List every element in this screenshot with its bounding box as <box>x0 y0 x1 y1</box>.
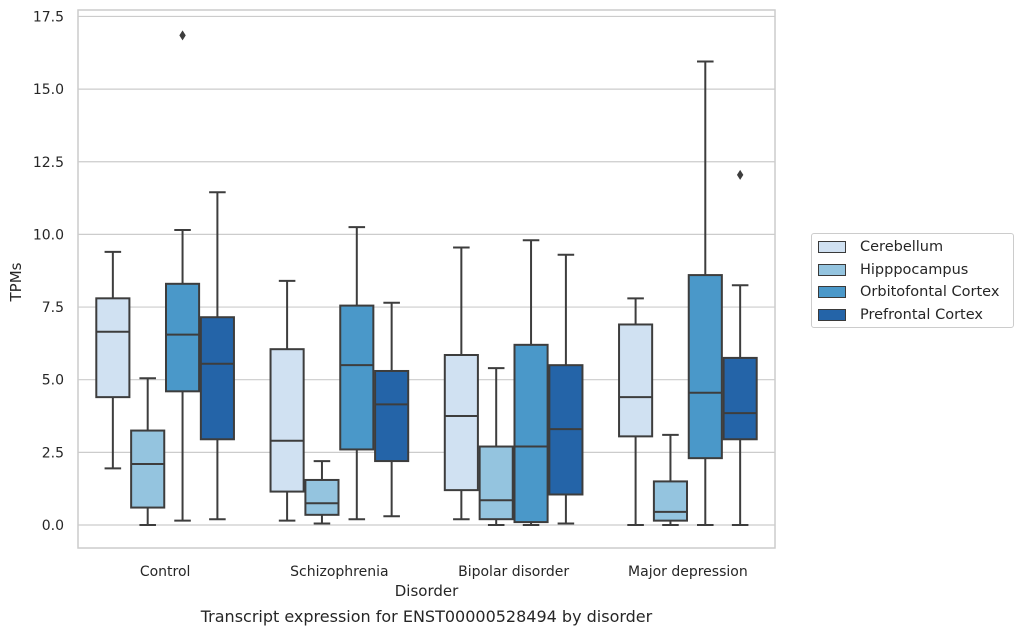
box <box>722 356 758 441</box>
box <box>618 323 654 438</box>
legend-swatch <box>818 241 846 253</box>
box <box>304 478 340 516</box>
x-tick-label: Major depression <box>628 564 748 580</box>
box <box>374 369 410 463</box>
y-tick-label: 10.0 <box>33 227 64 243</box>
plot-area <box>77 9 776 549</box>
box <box>443 353 479 492</box>
y-tick-label: 5.0 <box>42 373 64 389</box>
y-axis-label: TPMs <box>7 262 25 302</box>
legend-swatch <box>818 286 846 298</box>
legend-item: Cerebellum <box>818 238 943 256</box>
box-series <box>95 30 758 526</box>
box <box>95 297 131 399</box>
legend-swatch <box>818 308 846 321</box>
legend-swatch <box>818 263 846 276</box>
box <box>478 445 514 521</box>
legend: Cerebellum Hipppocampus Orbitofontal Corte… <box>811 233 1014 328</box>
legend-label: Cerebellum <box>860 239 944 255</box>
y-tick-label: 7.5 <box>42 300 64 316</box>
legend-item: Hipppocampus <box>818 261 968 279</box>
legend-label: Hipppocampus <box>860 261 969 278</box>
legend-item: Prefrontal Cortex <box>818 306 983 324</box>
y-tick-label: 12.5 <box>33 155 64 171</box>
box <box>269 348 305 493</box>
box <box>164 282 201 393</box>
legend-label: Prefrontal Cortex <box>860 306 983 323</box>
x-axis-label: Disorder <box>395 582 459 600</box>
box <box>513 343 549 524</box>
outlier-point <box>179 30 186 41</box>
y-gridlines <box>78 15 775 526</box>
y-tick-label: 2.5 <box>42 445 64 461</box>
chart-title: Transcript expression for ENST0000052849… <box>200 607 653 626</box>
x-tick-label: Schizophrenia <box>290 564 388 580</box>
y-tick-labels: 0.0 2.5 5.0 7.5 10.0 12.5 15.0 17.5 <box>33 9 64 534</box>
box <box>199 316 235 441</box>
x-tick-label: Bipolar disorder <box>458 564 569 580</box>
y-tick-label: 15.0 <box>33 82 64 98</box>
box <box>687 274 723 460</box>
x-tick-label: Control <box>140 564 191 580</box>
x-tick-labels: Control Schizophrenia Bipolar disorder Majo… <box>140 564 748 580</box>
outlier-point <box>736 169 744 180</box>
y-tick-label: 0.0 <box>42 518 64 534</box>
box <box>130 429 166 509</box>
legend-label: Orbitofontal Cortex <box>860 284 1000 300</box>
box <box>339 304 375 451</box>
legend-item: Orbitofontal Cortex <box>818 283 999 301</box>
box <box>652 480 689 522</box>
y-tick-label: 17.5 <box>33 9 64 25</box>
